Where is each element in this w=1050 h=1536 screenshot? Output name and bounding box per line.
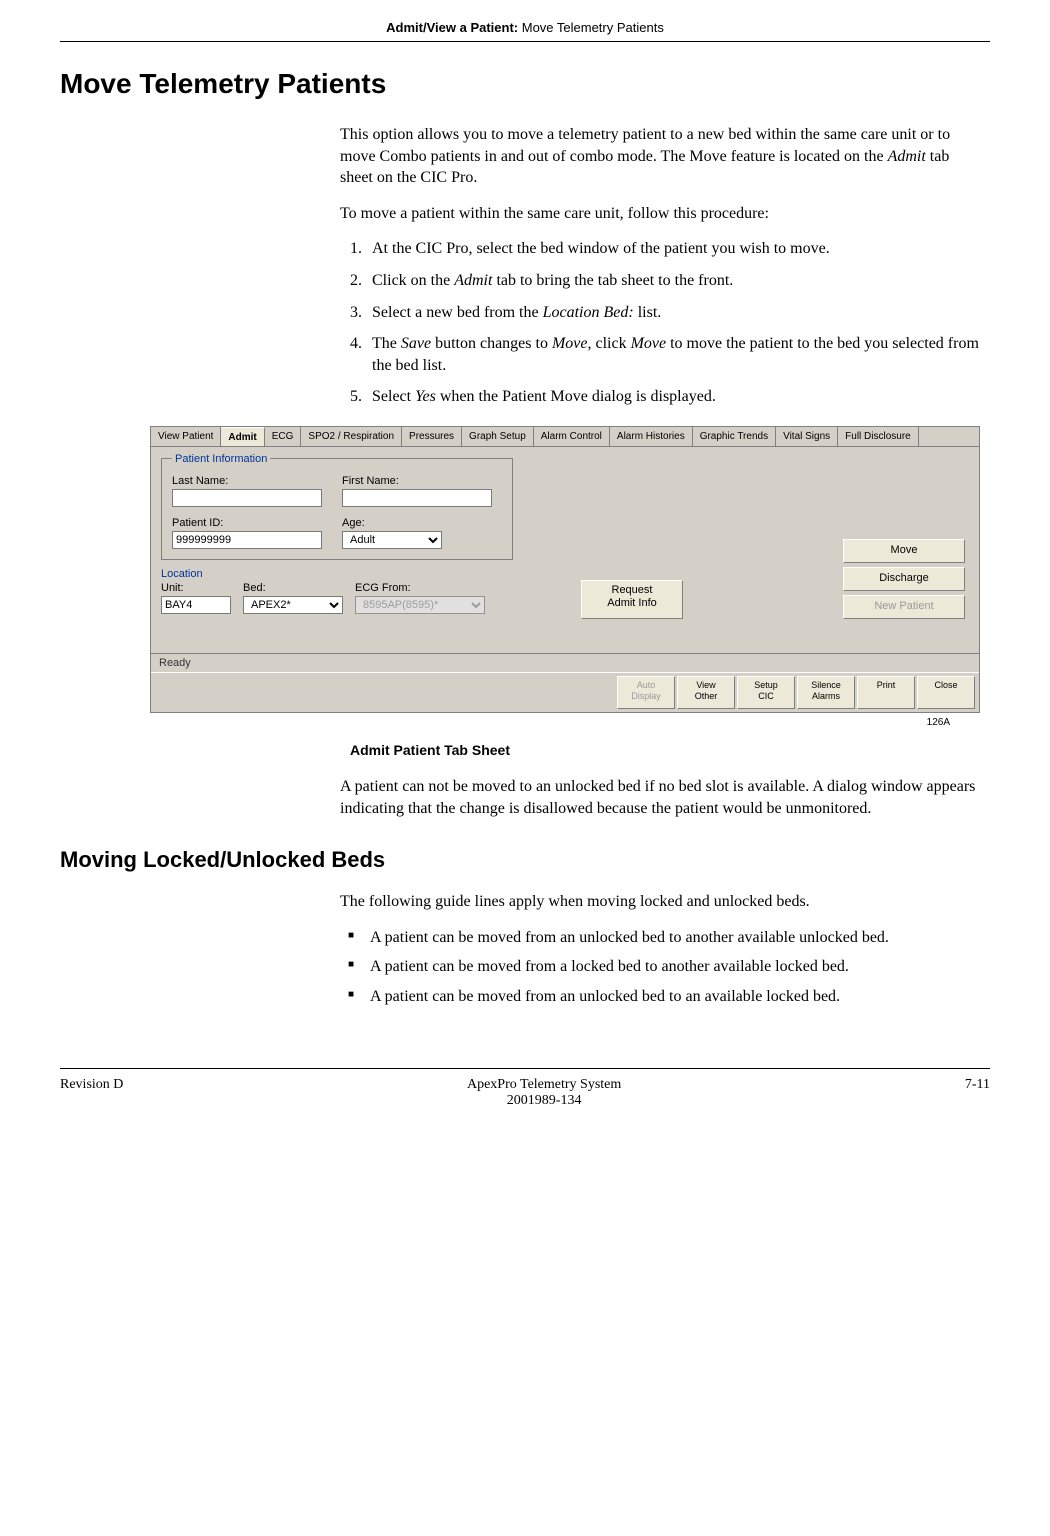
form-area: Patient Information Last Name: First Nam… [151,447,979,653]
guidelines-list: A patient can be moved from an unlocked … [340,927,980,1008]
footer-right: 7-11 [965,1077,990,1109]
tab-graphic-trends[interactable]: Graphic Trends [693,427,776,446]
input-first-name[interactable] [342,489,492,507]
intro-paragraph-1: This option allows you to move a telemet… [340,124,980,189]
tab-vital-signs[interactable]: Vital Signs [776,427,838,446]
new-patient-button[interactable]: New Patient [843,595,965,619]
patient-info-fieldset: Patient Information Last Name: First Nam… [161,453,513,560]
tab-alarm-histories[interactable]: Alarm Histories [610,427,693,446]
toolbar-close[interactable]: Close [917,676,975,709]
tab-view-patient[interactable]: View Patient [151,427,221,446]
step-3b: list. [634,304,662,321]
tab-admit[interactable]: Admit [221,427,264,446]
step-4c: , click [587,335,630,352]
action-buttons: Move Discharge New Patient [843,539,965,619]
step-1: At the CIC Pro, select the bed window of… [366,238,980,260]
label-age: Age: [342,517,442,529]
intro-1-admit: Admit [888,148,926,165]
toolbar-auto-display[interactable]: AutoDisplay [617,676,675,709]
tab-graph-setup[interactable]: Graph Setup [462,427,534,446]
step-2a: Click on the [372,272,454,289]
tab-alarm-control[interactable]: Alarm Control [534,427,610,446]
discharge-button[interactable]: Discharge [843,567,965,591]
footer-center: ApexPro Telemetry System 2001989-134 [123,1077,964,1109]
admit-tab-screenshot: View PatientAdmitECGSPO2 / RespirationPr… [150,426,980,713]
step-5a: Select [372,388,415,405]
select-age[interactable]: Adult [342,531,442,549]
step-4: The Save button changes to Move, click M… [366,333,980,376]
step-3: Select a new bed from the Location Bed: … [366,302,980,324]
figure-screenshot: View PatientAdmitECGSPO2 / RespirationPr… [150,426,990,728]
label-patient-id: Patient ID: [172,517,322,529]
select-ecg-from: 8595AP(8595)* [355,596,485,614]
footer-left: Revision D [60,1077,123,1109]
page-footer: Revision D ApexPro Telemetry System 2001… [60,1068,990,1109]
step-2-italic: Admit [454,272,492,289]
bullet-2: A patient can be moved from a locked bed… [340,956,980,978]
tab-spo2-respiration[interactable]: SPO2 / Respiration [301,427,402,446]
request-admit-info-button[interactable]: RequestAdmit Info [581,580,683,619]
header-section-bold: Admit/View a Patient: [386,20,518,35]
step-5b: when the Patient Move dialog is displaye… [436,388,716,405]
toolbar-setup-cic[interactable]: SetupCIC [737,676,795,709]
label-first-name: First Name: [342,475,492,487]
bullet-1: A patient can be moved from an unlocked … [340,927,980,949]
guidelines-intro: The following guide lines apply when mov… [340,891,980,913]
select-bed[interactable]: APEX2* [243,596,343,614]
header-section-rest: Move Telemetry Patients [518,20,664,35]
bullet-3: A patient can be moved from an unlocked … [340,986,980,1008]
page-title: Move Telemetry Patients [60,68,990,100]
toolbar-silence-alarms[interactable]: SilenceAlarms [797,676,855,709]
bottom-toolbar: AutoDisplayViewOtherSetupCICSilenceAlarm… [151,672,979,712]
tab-pressures[interactable]: Pressures [402,427,462,446]
move-button[interactable]: Move [843,539,965,563]
step-4-i1: Save [401,335,431,352]
input-patient-id[interactable] [172,531,322,549]
tab-ecg[interactable]: ECG [265,427,302,446]
toolbar-view-other[interactable]: ViewOther [677,676,735,709]
intro-paragraph-2: To move a patient within the same care u… [340,203,980,225]
footer-center-2: 2001989-134 [507,1093,582,1108]
step-3a: Select a new bed from the [372,304,543,321]
step-5-italic: Yes [415,388,436,405]
running-header: Admit/View a Patient: Move Telemetry Pat… [60,20,990,42]
step-4-i2: Move [552,335,588,352]
figure-caption: Admit Patient Tab Sheet [350,742,990,758]
status-bar: Ready [151,653,979,672]
label-bed: Bed: [243,582,343,594]
step-4-i3: Move [631,335,667,352]
step-5: Select Yes when the Patient Move dialog … [366,386,980,408]
label-unit: Unit: [161,582,231,594]
toolbar-print[interactable]: Print [857,676,915,709]
step-3-italic: Location Bed: [543,304,634,321]
label-ecg-from: ECG From: [355,582,485,594]
input-last-name[interactable] [172,489,322,507]
label-last-name: Last Name: [172,475,322,487]
step-4b: button changes to [431,335,552,352]
step-4a: The [372,335,401,352]
input-unit[interactable] [161,596,231,614]
step-2: Click on the Admit tab to bring the tab … [366,270,980,292]
step-2b: tab to bring the tab sheet to the front. [492,272,733,289]
procedure-steps: At the CIC Pro, select the bed window of… [340,238,980,408]
after-figure-paragraph: A patient can not be moved to an unlocke… [340,776,980,819]
subtitle-moving-beds: Moving Locked/Unlocked Beds [60,847,990,873]
footer-center-1: ApexPro Telemetry System [467,1077,621,1092]
patient-info-legend: Patient Information [172,453,270,465]
figure-id: 126A [150,717,950,728]
tab-row: View PatientAdmitECGSPO2 / RespirationPr… [151,427,979,447]
tab-full-disclosure[interactable]: Full Disclosure [838,427,919,446]
intro-1a: This option allows you to move a telemet… [340,126,950,165]
